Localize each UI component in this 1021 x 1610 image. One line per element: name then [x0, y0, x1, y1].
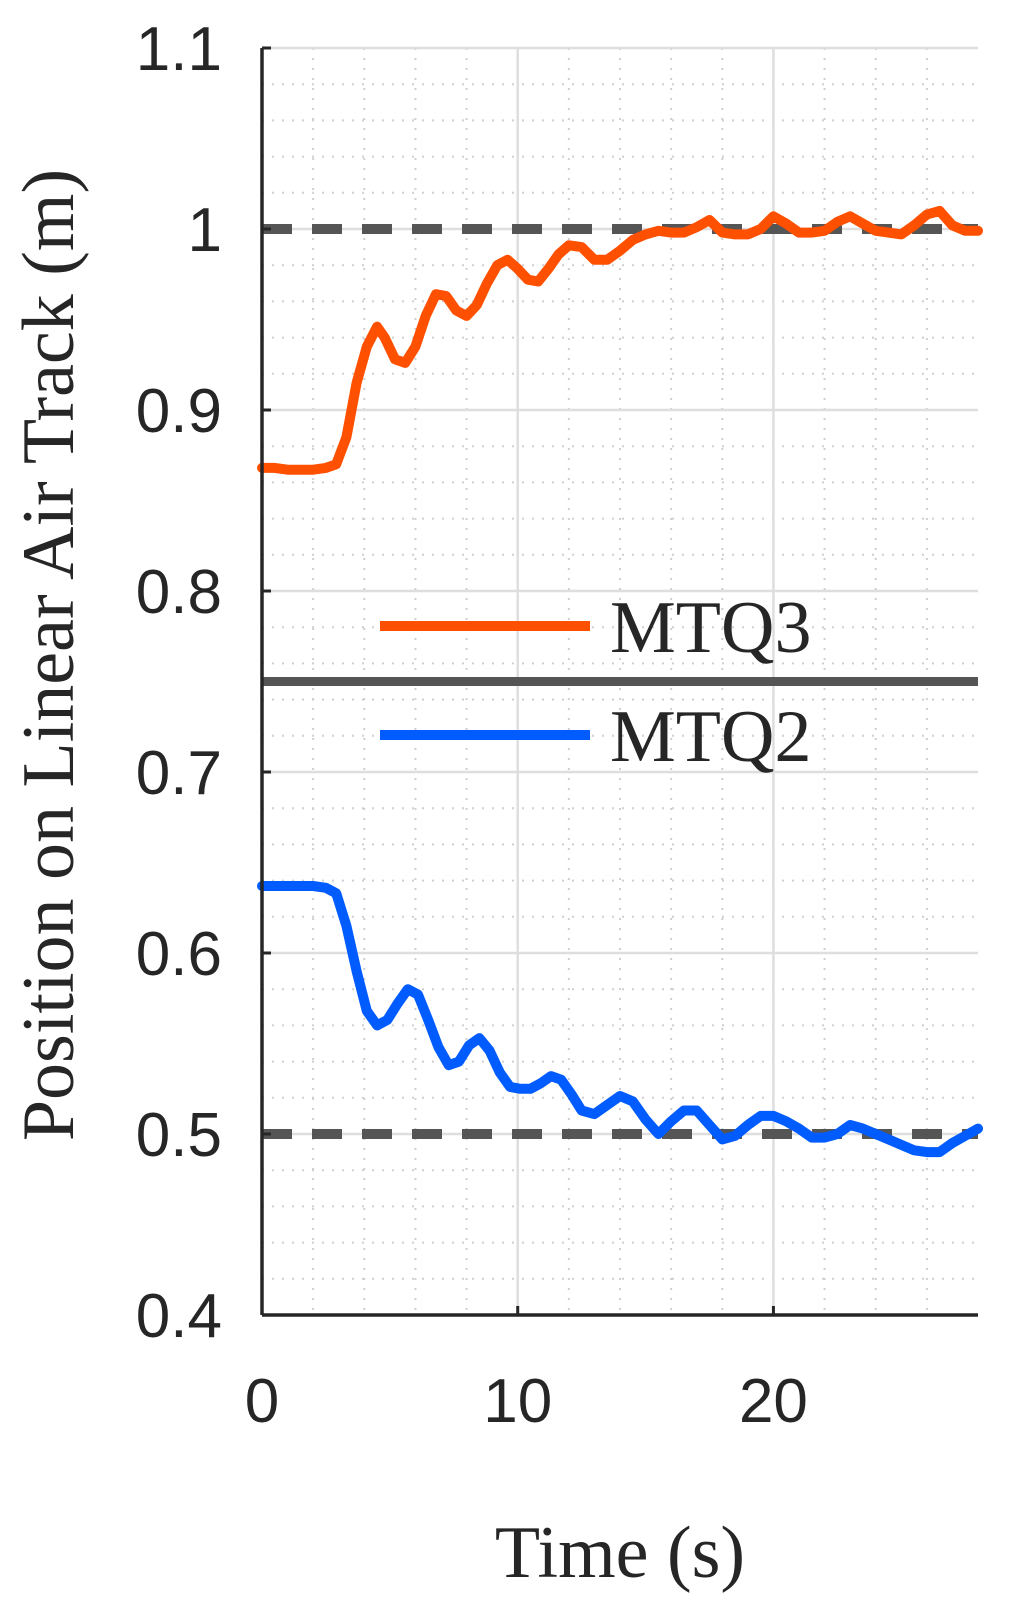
y-tick-label: 0.6	[136, 920, 222, 989]
x-tick-label: 10	[483, 1367, 552, 1436]
y-tick-label: 0.9	[136, 377, 222, 446]
axes-frame	[260, 46, 978, 1317]
legend-label-mtq3: MTQ3	[610, 587, 811, 669]
y-axis-title: Position on Linear Air Track (m)	[8, 169, 90, 1141]
x-axis-title: Time (s)	[495, 1512, 745, 1594]
x-tick-label: 0	[245, 1367, 279, 1436]
legend-label-mtq2: MTQ2	[610, 696, 811, 778]
x-tick-label: 20	[739, 1367, 808, 1436]
y-tick-label: 0.7	[136, 739, 222, 808]
legend: MTQ3 MTQ2	[380, 587, 811, 778]
minor-grid	[262, 48, 978, 1315]
series-layer	[257, 205, 983, 1158]
y-tick-label: 0.4	[136, 1282, 222, 1351]
y-tick-label: 1.1	[136, 15, 222, 84]
y-tick-label: 0.8	[136, 558, 222, 627]
y-tick-label: 0.5	[136, 1101, 222, 1170]
y-tick-labels: 0.4 0.5 0.6 0.7 0.8 0.9 1 1.1	[136, 15, 222, 1351]
y-tick-label: 1	[188, 196, 222, 265]
x-tick-labels: 0 10 20	[245, 1367, 808, 1436]
series-line-mtq2	[257, 881, 983, 1158]
reference-lines	[262, 224, 978, 1139]
series-line-mtq3	[257, 205, 983, 475]
